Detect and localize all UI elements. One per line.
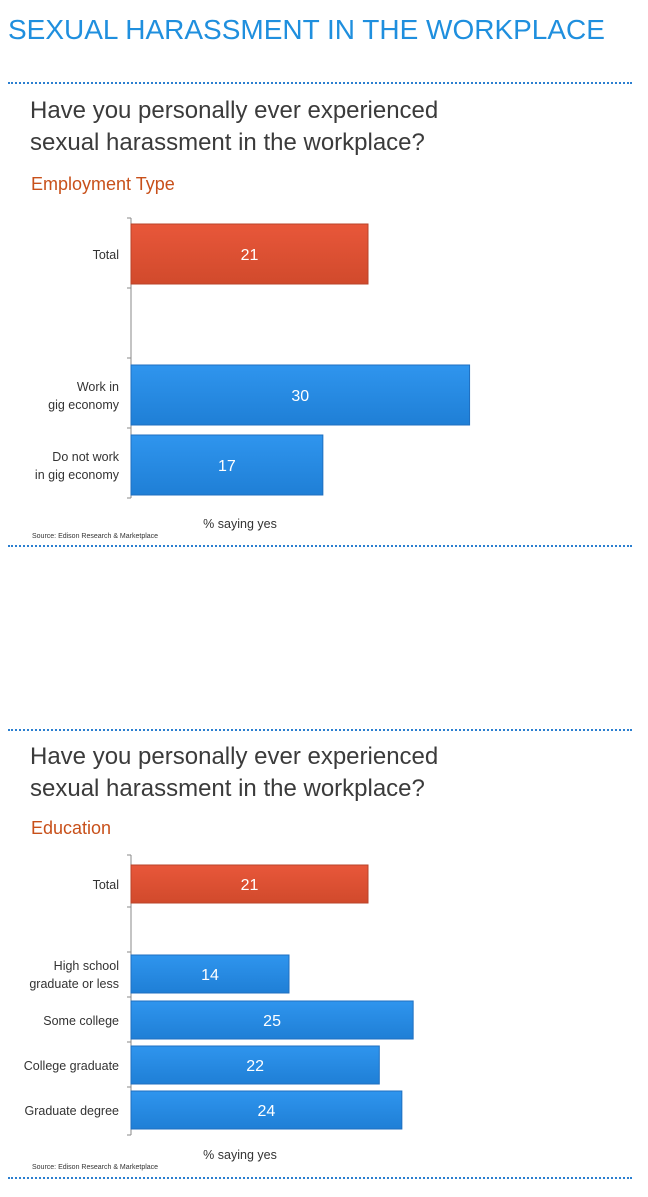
panel-2-source: Source: Edison Research & Marketplace — [32, 1164, 159, 1171]
category-label: High school graduate or less — [29, 959, 119, 991]
bar-graduate-degree — [130, 1090, 403, 1130]
category-label: College graduate — [24, 1059, 119, 1073]
panels-gap-divider — [8, 729, 632, 731]
panel-1-question: Have you personally ever experienced sex… — [30, 95, 438, 159]
bar-do-not-work-in-gig-economy — [130, 434, 324, 496]
data-label: 21 — [241, 247, 259, 264]
data-label: 30 — [291, 388, 309, 405]
category-label: Total — [93, 248, 119, 262]
panel-2-divider — [8, 1177, 632, 1179]
category-label: Graduate degree — [24, 1104, 119, 1118]
x-axis-label: % saying yes — [203, 1148, 277, 1162]
panel-2-question-line2: sexual harassment in the workplace? — [30, 775, 425, 802]
page-title: SEXUAL HARASSMENT IN THE WORKPLACE — [8, 14, 605, 45]
top-divider — [8, 82, 632, 84]
bar-some-college — [130, 1000, 414, 1040]
panel-1-question-line1: Have you personally ever experienced — [30, 97, 439, 124]
bar-college-graduate — [130, 1045, 380, 1085]
bar-work-in-gig-economy — [130, 364, 471, 426]
bar-high-school-graduate-or-less — [130, 954, 290, 994]
panel-1-source: Source: Edison Research & Marketplace — [32, 533, 159, 540]
data-label: 21 — [241, 877, 259, 894]
category-label: Some college — [43, 1014, 119, 1028]
panel-2-question: Have you personally ever experienced sex… — [30, 741, 438, 805]
category-label: Total — [93, 878, 119, 892]
panel-1-divider — [8, 545, 632, 547]
panel-2-question-line1: Have you personally ever experienced — [30, 743, 439, 770]
category-label: Work in gig economy — [48, 380, 120, 412]
data-label: 22 — [246, 1058, 264, 1075]
category-label: Do not work in gig economy — [35, 450, 120, 482]
panel-1-question-line2: sexual harassment in the workplace? — [30, 129, 425, 156]
bar-total — [130, 223, 369, 285]
employment-type-chart: 21 Total 30 Work in gig economy 17 Do not work… — [35, 217, 471, 531]
data-label: 14 — [201, 967, 219, 984]
panel-2-subtitle: Education — [31, 818, 112, 838]
panel-1-subtitle: Employment Type — [31, 174, 175, 194]
x-axis-label: % saying yes — [203, 517, 277, 531]
data-label: 17 — [218, 458, 236, 475]
data-label: 25 — [263, 1013, 281, 1030]
bar-total — [130, 864, 369, 904]
education-chart: 21 Total 14 High school graduate or less 25 So… — [24, 854, 414, 1162]
data-label: 24 — [258, 1103, 276, 1120]
